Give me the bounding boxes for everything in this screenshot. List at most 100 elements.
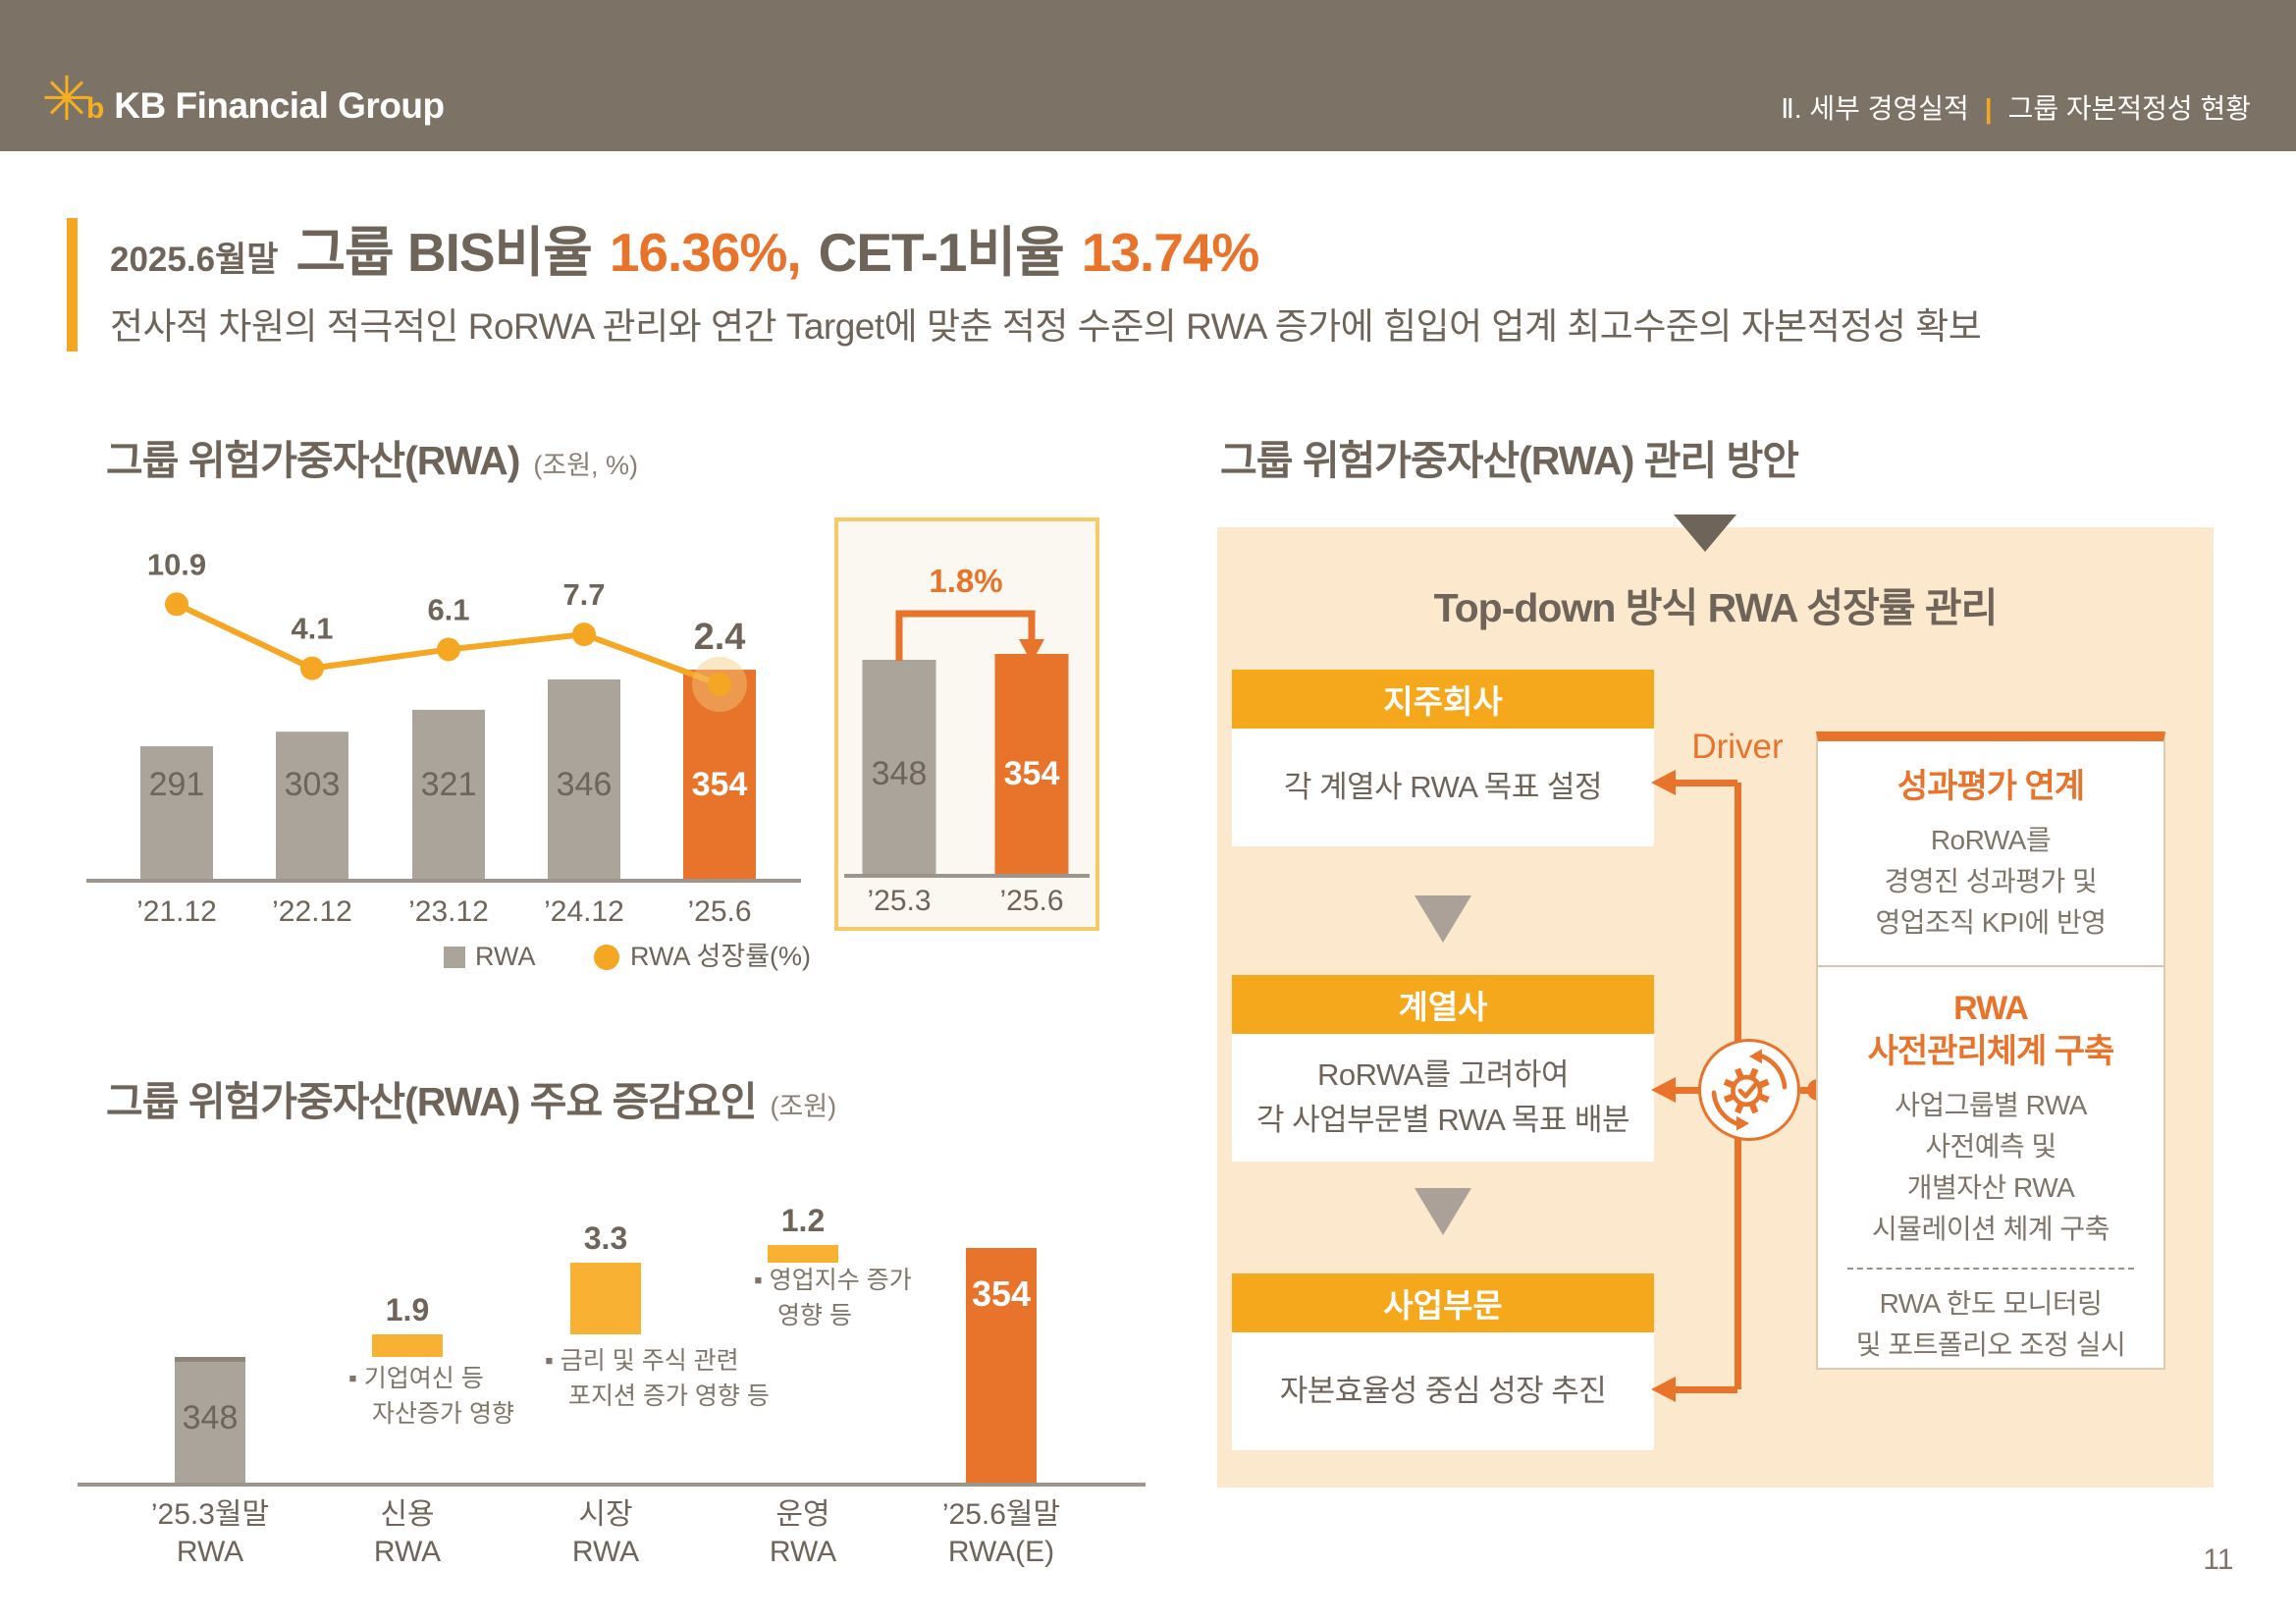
rwa-bar-value: 354 xyxy=(692,766,748,803)
title-date: 2025.6월말 xyxy=(110,241,279,279)
gear-tooth xyxy=(1723,1093,1734,1104)
legend-bar-label: RWA xyxy=(475,942,536,971)
growth-value-label: 6.1 xyxy=(427,592,469,626)
growth-point xyxy=(572,623,596,647)
rwa-bar xyxy=(412,709,485,879)
driver-arrow-line xyxy=(1675,780,1737,786)
gear-tooth xyxy=(1723,1078,1734,1088)
waterfall-note: ▪ 기업여신 등 xyxy=(348,1365,484,1392)
x-axis-label: ’22.12 xyxy=(272,895,352,928)
side-box-text-rwa-system: 사업그룹별 RWA 사전예측 및 개별자산 RWA 시뮬레이션 체계 구축 xyxy=(1872,1090,2109,1244)
gear-sync-badge xyxy=(1698,1039,1800,1141)
rwa-bar xyxy=(683,670,756,879)
x-axis-label: ’25.6 xyxy=(999,885,1063,917)
qoq-bar xyxy=(862,660,936,874)
page-subtitle: 전사적 차원의 적극적인 RoRWA 관리와 연간 Target에 맞춘 적정 … xyxy=(110,306,1982,347)
driver-arrow-line xyxy=(1675,1386,1737,1393)
gear-tooth xyxy=(1735,1104,1744,1114)
page-title: 2025.6월말 그룹 BIS비율 16.36%, CET-1비율 13.74% xyxy=(110,208,1259,287)
gear-sync-check-icon xyxy=(1711,1049,1788,1131)
waterfall-note: ▪ 영업지수 증가 xyxy=(754,1267,912,1294)
rwa-bar-value: 321 xyxy=(421,766,477,803)
flow-box-business-header: 사업부문 xyxy=(1232,1273,1654,1332)
waterfall-bar xyxy=(768,1245,838,1263)
arrow-left-icon xyxy=(1651,770,1676,795)
waterfall-note: 포지션 증가 영향 등 xyxy=(568,1382,770,1410)
flow-box-holding: 지주회사 각 계열사 RWA 목표 설정 xyxy=(1232,670,1654,846)
gear-tooth xyxy=(1735,1067,1744,1078)
waterfall-bar xyxy=(175,1357,245,1483)
flow-box-affiliate: 계열사 RoRWA를 고려하여 각 사업부문별 RWA 목표 배분 xyxy=(1232,975,1654,1162)
waterfall-value: 1.9 xyxy=(386,1292,429,1327)
growth-value-label: 10.9 xyxy=(147,547,206,581)
qoq-growth-annotation: 1.8% xyxy=(929,563,1002,599)
arrow-left-icon xyxy=(1651,1377,1676,1402)
kb-star-icon: ✳ xyxy=(41,66,92,134)
kb-logo: ✳ b KB Financial Group xyxy=(41,66,445,134)
flow-box-holding-body: 각 계열사 RWA 목표 설정 xyxy=(1232,729,1654,846)
qoq-bar xyxy=(994,654,1069,874)
rwa-qoq-chart: 348 ’25.3 354 ’25.6 1.8% xyxy=(844,563,1090,917)
growth-point xyxy=(165,592,188,617)
breadcrumb-divider: | xyxy=(1984,93,1993,124)
waterfall-note: 영향 등 xyxy=(777,1302,852,1329)
flow-box-affiliate-header: 계열사 xyxy=(1232,975,1654,1034)
flow-down-triangle-icon xyxy=(1415,895,1471,943)
legend-line-label: RWA 성장률(%) xyxy=(630,942,810,971)
side-box-title-rwa-system: RWA 사전관리체계 구축 xyxy=(1867,990,2115,1070)
kb-star-b: b xyxy=(85,92,105,125)
waterfall-note: ▪ 금리 및 주식 관련 xyxy=(545,1347,739,1375)
waterfall-bar xyxy=(966,1248,1037,1483)
side-box-dashed-separator xyxy=(1847,1268,2134,1270)
gear-tooth xyxy=(1749,1104,1759,1114)
waterfall-bar xyxy=(570,1263,641,1334)
gear-tooth xyxy=(1759,1078,1770,1088)
rwa-chart-title: 그룹 위험가중자산(RWA) xyxy=(106,438,520,483)
growth-point xyxy=(437,637,460,662)
legend-line-swatch xyxy=(594,945,619,970)
waterfall-value: 348 xyxy=(183,1399,239,1436)
rwa-drivers-title-row: 그룹 위험가중자산(RWA) 주요 증감요인 (조원) xyxy=(106,1068,836,1127)
flow-box-holding-header: 지주회사 xyxy=(1232,670,1654,729)
logo-text: KB Financial Group xyxy=(114,85,445,126)
breadcrumb-section: Ⅱ. 세부 경영실적 xyxy=(1781,93,1969,124)
x-axis-label: 신용 xyxy=(380,1498,434,1531)
gear-tooth xyxy=(1749,1067,1759,1078)
side-info-box: 성과평가 연계 RoRWA를 경영진 성과평가 및 영업조직 KPI에 반영 R… xyxy=(1816,731,2165,1370)
legend-bar-swatch xyxy=(444,947,465,968)
growth-value-label: 4.1 xyxy=(291,612,333,646)
rwa-plan-title: 그룹 위험가중자산(RWA) 관리 방안 xyxy=(1220,438,1799,483)
rwa-bar-value: 303 xyxy=(285,766,341,803)
title-part2: CET-1비율 xyxy=(818,222,1065,283)
rwa-waterfall-chart: 348 ’25.3월말 RWA 1.9 신용 RWA 3.3 시장 RWA 1.2 운영 RWA 354… xyxy=(78,1203,1146,1568)
driver-label: Driver xyxy=(1691,728,1784,766)
rwa-bar xyxy=(548,678,620,879)
side-box-title-performance: 성과평가 연계 xyxy=(1896,768,2085,805)
waterfall-bar-cap xyxy=(175,1357,245,1362)
qoq-bar-value: 348 xyxy=(872,755,928,792)
waterfall-bar xyxy=(372,1334,443,1357)
rwa-chart-unit: (조원, %) xyxy=(533,451,639,480)
qoq-bar-value: 354 xyxy=(1004,755,1060,792)
page-number: 11 xyxy=(2203,1543,2234,1576)
title-part1: 그룹 BIS비율 xyxy=(295,222,592,283)
rwa-bar-value: 291 xyxy=(149,766,205,803)
x-axis-line xyxy=(86,879,801,883)
flow-box-affiliate-body: RoRWA를 고려하여 각 사업부문별 RWA 목표 배분 xyxy=(1232,1034,1654,1162)
x-axis-label: RWA(E) xyxy=(948,1536,1054,1568)
rwa-trend-chart: 291 ’21.12 303 ’22.12 321 ’23.12 346 ’24.12 354 ’… xyxy=(86,547,810,971)
growth-value-label: 7.7 xyxy=(562,577,605,612)
breadcrumb: Ⅱ. 세부 경영실적 | 그룹 자본적정성 현황 xyxy=(1781,94,2251,124)
rwa-chart-title-row: 그룹 위험가중자산(RWA) (조원, %) xyxy=(106,427,638,486)
waterfall-value: 3.3 xyxy=(584,1220,627,1256)
flow-box-business: 사업부문 자본효율성 중심 성장 추진 xyxy=(1232,1273,1654,1450)
waterfall-note: 자산증가 영향 xyxy=(372,1400,514,1428)
rwa-qoq-box: 348 ’25.3 354 ’25.6 1.8% xyxy=(834,517,1099,931)
breadcrumb-page: 그룹 자본적정성 현황 xyxy=(2007,93,2251,124)
rwa-bar xyxy=(140,746,213,879)
rwa-bar xyxy=(276,731,348,879)
side-box-text-monitoring: RWA 한도 모니터링 및 포트폴리오 조정 실시 xyxy=(1855,1288,2126,1360)
arrow-left-icon xyxy=(1651,1077,1676,1103)
x-axis-label: ’24.12 xyxy=(544,895,624,928)
